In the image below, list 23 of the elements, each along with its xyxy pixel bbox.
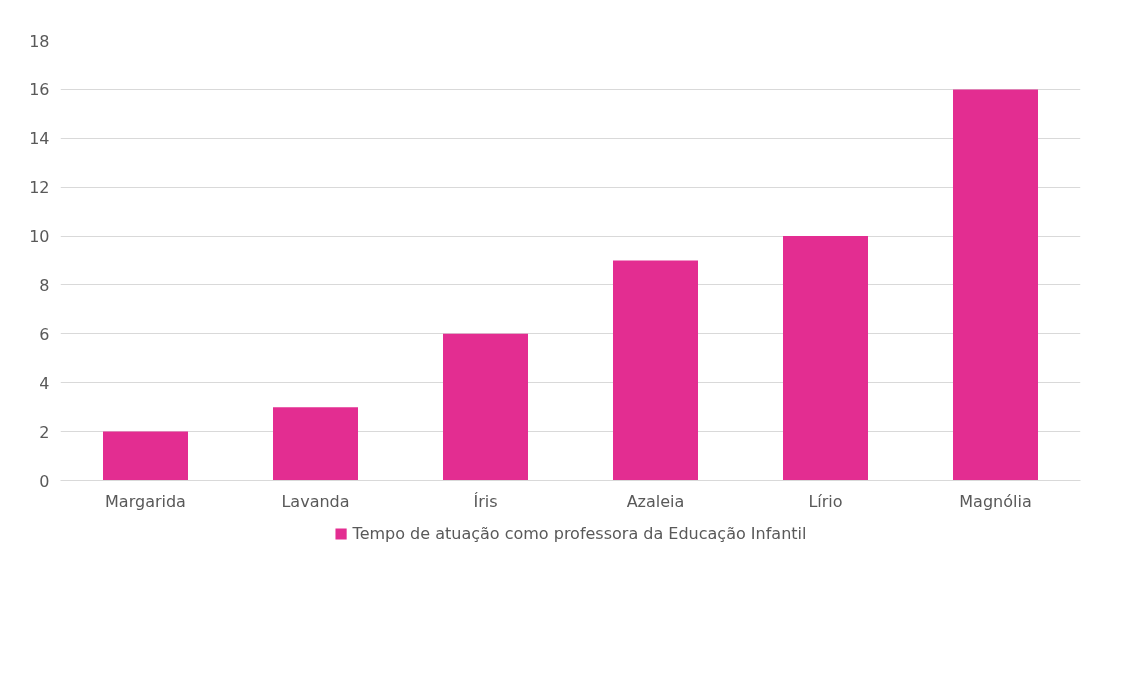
x-tick-label: Magnólia: [959, 491, 1032, 511]
x-tick-label: Íris: [473, 491, 498, 511]
y-tick-label: 10: [29, 227, 50, 247]
x-tick-label: Azaleia: [626, 491, 685, 511]
y-tick-label: 16: [29, 80, 50, 100]
x-tick-label: Margarida: [105, 491, 186, 511]
y-tick-label: 18: [29, 31, 50, 51]
y-tick-label: 8: [39, 275, 50, 295]
x-tick-label: Lírio: [808, 491, 843, 511]
y-tick-label: 4: [39, 373, 50, 393]
bar: [783, 236, 868, 481]
y-tick-label: 14: [29, 129, 50, 149]
x-tick-label: Lavanda: [281, 491, 350, 511]
y-tick-label: 12: [29, 178, 50, 198]
legend-label: Tempo de atuação como professora da Educação Infantil: [352, 523, 807, 543]
bar: [103, 431, 188, 481]
bar: [953, 89, 1038, 481]
y-tick-label: 6: [39, 324, 50, 344]
bar: [273, 407, 358, 481]
y-tick-label: 2: [39, 422, 50, 442]
bar: [613, 260, 698, 481]
bar: [443, 333, 528, 481]
y-tick-label: 0: [39, 471, 50, 491]
